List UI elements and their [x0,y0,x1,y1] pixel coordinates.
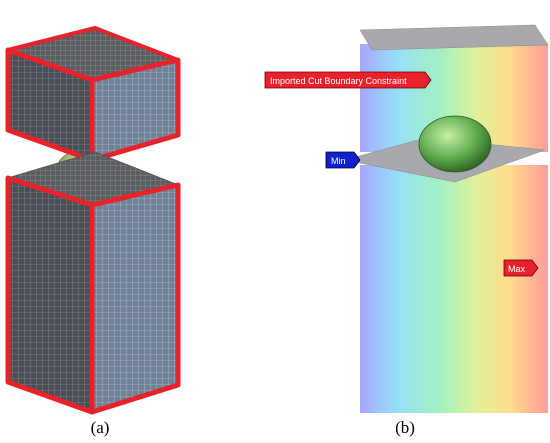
annotation-box [264,71,432,89]
panel-label: (b) [395,418,415,437]
panel-b: Imported Cut Boundary Constraint Min Max… [264,24,549,437]
sphere [418,115,492,173]
annotation: Min [331,156,346,166]
annotation: Max [508,264,526,274]
annotation-box [503,259,539,277]
point-cloud [360,165,548,413]
left-face [5,175,95,415]
panel-label: (a) [91,418,110,437]
top-face [359,24,549,51]
annotation: Imported Cut Boundary Constraint [270,76,407,86]
panel-a: (a) [5,26,181,437]
right-face [89,57,181,163]
annotation-box [325,151,361,169]
right-face [89,182,181,415]
